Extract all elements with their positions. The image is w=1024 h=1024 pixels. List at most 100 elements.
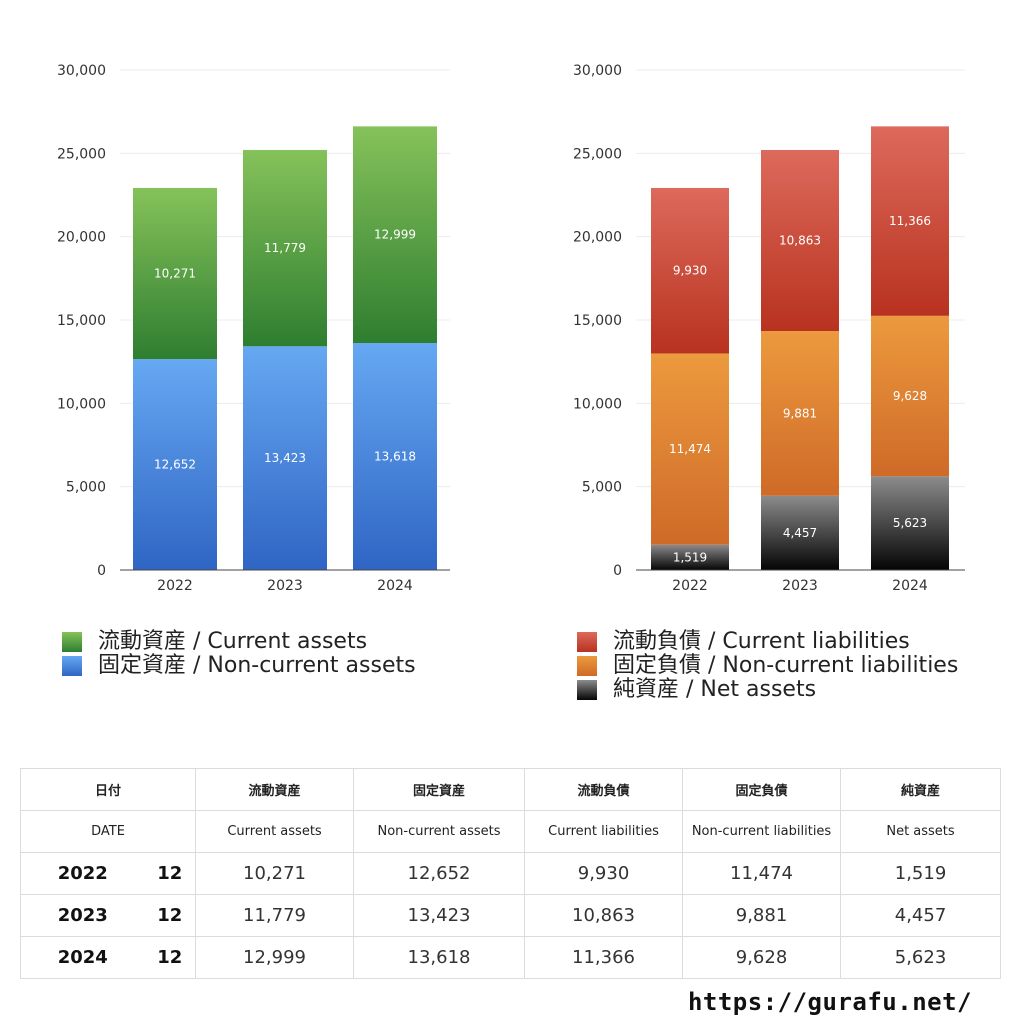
bar-segment: [651, 353, 729, 545]
bar-segment: [871, 315, 949, 477]
y-tick-label: 20,000: [573, 230, 622, 246]
balance-sheet-table: 日付 流動資産 固定資産 流動負債 固定負債 純資産 DATE Current …: [19, 768, 1002, 979]
x-tick-label: 2024: [377, 578, 413, 594]
legend-swatch: [577, 680, 597, 700]
bar-segment: [761, 495, 839, 570]
y-tick-label: 15,000: [573, 313, 622, 329]
legend-item: 流動資産 / Current assets: [62, 630, 416, 654]
cell-noncurrent-liabilities: 11,474: [682, 852, 842, 895]
cell-noncurrent-assets: 13,423: [353, 894, 526, 937]
row-year: 2023: [20, 894, 145, 937]
header-date-en: DATE: [19, 810, 197, 853]
legend-label: 流動資産 / Current assets: [98, 629, 368, 654]
cell-current-assets: 12,999: [195, 936, 355, 979]
row-year: 2024: [20, 936, 145, 979]
cell-noncurrent-liabilities: 9,628: [682, 936, 842, 979]
bar-value-label: 1,519: [673, 550, 707, 564]
bar-value-label: 12,999: [374, 228, 416, 242]
y-tick-label: 10,000: [57, 396, 106, 412]
bar-segment: [871, 126, 949, 316]
bar-value-label: 13,423: [264, 451, 306, 465]
assets-legend: 流動資産 / Current assets 固定資産 / Non-current …: [62, 630, 416, 678]
cell-current-liabilities: 10,863: [524, 894, 684, 937]
liabilities-net-assets-chart: 0 5,000 10,000 15,000 20,000 25,000 30,000 1,51…: [573, 63, 965, 594]
row-month: 12: [144, 936, 197, 979]
x-tick-label: 2024: [892, 578, 928, 594]
site-url: https://gurafu.net/: [687, 988, 972, 1016]
y-tick-label: 10,000: [573, 396, 622, 412]
header-noncurrent-assets-jp: 固定資産: [353, 768, 526, 811]
y-tick-label: 5,000: [66, 480, 106, 496]
row-month: 12: [144, 852, 197, 895]
legend-swatch: [62, 632, 82, 652]
legend-item: 固定資産 / Non-current assets: [62, 654, 416, 678]
cell-net-assets: 1,519: [840, 852, 1002, 895]
legend-label: 固定資産 / Non-current assets: [98, 653, 416, 678]
bar-value-label: 5,623: [893, 516, 927, 530]
bar-value-label: 9,628: [893, 389, 927, 403]
bar-segment: [243, 149, 327, 347]
bar-segment: [133, 187, 217, 360]
bar-value-label: 10,271: [154, 267, 196, 281]
row-month: 12: [144, 894, 197, 937]
cell-current-assets: 11,779: [195, 894, 355, 937]
row-year: 2022: [20, 852, 145, 895]
y-tick-label: 30,000: [57, 63, 106, 79]
x-tick-label: 2023: [267, 578, 303, 594]
bar-value-label: 4,457: [783, 526, 817, 540]
bar-value-label: 12,652: [154, 458, 196, 472]
table-header-jp: 日付 流動資産 固定資産 流動負債 固定負債 純資産: [19, 768, 1002, 811]
bar-segment: [871, 476, 949, 570]
bar-segment: [353, 343, 437, 570]
bar-segment: [651, 187, 729, 354]
legend-swatch: [577, 656, 597, 676]
legend-item: 流動負債 / Current liabilities: [577, 630, 958, 654]
cell-current-liabilities: 9,930: [524, 852, 684, 895]
header-net-assets-en: Net assets: [840, 810, 1002, 853]
legend-label: 固定負債 / Non-current liabilities: [613, 653, 959, 678]
cell-net-assets: 5,623: [840, 936, 1002, 979]
cell-noncurrent-liabilities: 9,881: [682, 894, 842, 937]
table-row: 2023 12 11,779 13,423 10,863 9,881 4,457: [20, 894, 1002, 937]
y-tick-label: 5,000: [582, 480, 622, 496]
bar-value-label: 11,779: [264, 241, 306, 255]
header-current-assets-jp: 流動資産: [195, 768, 355, 811]
liabilities-legend: 流動負債 / Current liabilities 固定負債 / Non-cur…: [577, 630, 958, 702]
y-tick-label: 25,000: [57, 146, 106, 162]
header-date-jp: 日付: [19, 768, 197, 811]
bar-segment: [651, 544, 729, 570]
y-tick-label: 0: [613, 563, 622, 579]
table-row: 2022 12 10,271 12,652 9,930 11,474 1,519: [20, 852, 1002, 895]
y-tick-label: 30,000: [573, 63, 622, 79]
legend-label: 流動負債 / Current liabilities: [613, 629, 910, 654]
y-tick-label: 20,000: [57, 230, 106, 246]
cell-noncurrent-assets: 12,652: [353, 852, 526, 895]
assets-chart: 0 5,000 10,000 15,000 20,000 25,000 30,000 12,6…: [57, 63, 450, 594]
legend-item: 純資産 / Net assets: [577, 678, 958, 702]
header-current-liabilities-en: Current liabilities: [524, 810, 684, 853]
legend-label: 純資産 / Net assets: [613, 677, 817, 702]
legend-swatch: [62, 656, 82, 676]
bar-value-label: 11,366: [889, 214, 931, 228]
bar-value-label: 11,474: [669, 442, 711, 456]
table-row: 2024 12 12,999 13,618 11,366 9,628 5,623: [20, 936, 1002, 979]
header-noncurrent-assets-en: Non-current assets: [353, 810, 526, 853]
header-net-assets-jp: 純資産: [840, 768, 1002, 811]
bar-value-label: 13,618: [374, 450, 416, 464]
bar-segment: [761, 149, 839, 332]
bar-value-label: 10,863: [779, 234, 821, 248]
legend-swatch: [577, 632, 597, 652]
x-tick-label: 2023: [782, 578, 818, 594]
bar-segment: [133, 359, 217, 570]
header-current-liabilities-jp: 流動負債: [524, 768, 684, 811]
bar-segment: [243, 346, 327, 570]
cell-net-assets: 4,457: [840, 894, 1002, 937]
x-tick-label: 2022: [672, 578, 708, 594]
y-tick-label: 0: [97, 563, 106, 579]
header-noncurrent-liabilities-en: Non-current liabilities: [682, 810, 842, 853]
cell-current-assets: 10,271: [195, 852, 355, 895]
bar-value-label: 9,881: [783, 406, 817, 420]
bar-value-label: 9,930: [673, 264, 707, 278]
cell-noncurrent-assets: 13,618: [353, 936, 526, 979]
cell-current-liabilities: 11,366: [524, 936, 684, 979]
